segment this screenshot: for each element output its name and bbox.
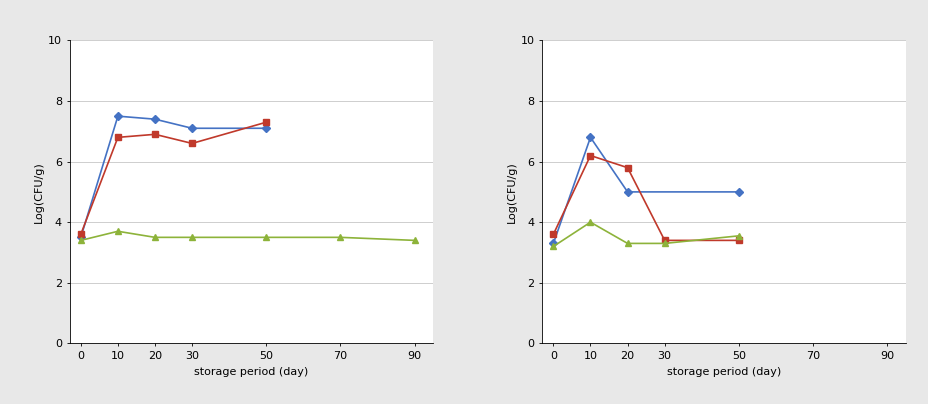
30% [149,235,161,240]
30% [112,229,123,234]
Line: 20%: 20% [550,153,741,243]
Line: 10%: 10% [78,114,269,240]
Line: 30%: 30% [78,229,417,243]
20% [732,238,743,243]
30% [75,238,86,243]
20% [149,132,161,137]
30% [732,234,743,238]
10% [548,241,559,246]
10% [112,114,123,119]
20% [622,165,633,170]
20% [75,232,86,237]
X-axis label: storage period (day): storage period (day) [666,366,780,377]
30% [408,238,419,243]
20% [187,141,198,146]
10% [149,117,161,122]
20% [658,238,669,243]
10% [585,135,596,140]
20% [261,120,272,124]
Y-axis label: Log(CFU/g): Log(CFU/g) [506,161,516,223]
Line: 20%: 20% [78,120,269,237]
20% [112,135,123,140]
30% [334,235,345,240]
30% [548,244,559,249]
10% [622,189,633,194]
30% [658,241,669,246]
20% [585,153,596,158]
Y-axis label: Log(CFU/g): Log(CFU/g) [33,161,44,223]
Line: 30%: 30% [550,219,741,249]
30% [187,235,198,240]
10% [261,126,272,130]
10% [75,235,86,240]
30% [585,220,596,225]
10% [732,189,743,194]
X-axis label: storage period (day): storage period (day) [194,366,308,377]
20% [548,232,559,237]
10% [187,126,198,130]
Line: 10%: 10% [550,135,741,246]
30% [622,241,633,246]
30% [261,235,272,240]
